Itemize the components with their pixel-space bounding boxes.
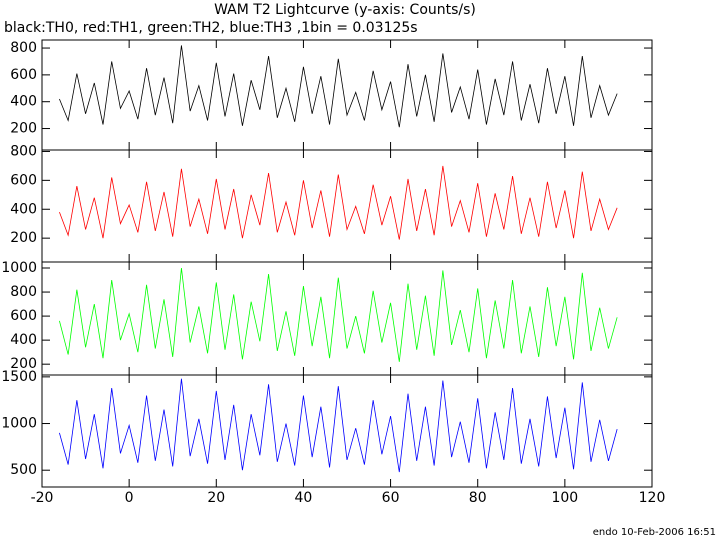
y-tick-label: 200	[10, 121, 37, 137]
x-tick-label: 100	[551, 490, 578, 506]
line	[59, 378, 618, 473]
y-tick-label: 400	[10, 332, 37, 348]
x-tick-label: 60	[382, 490, 400, 506]
y-tick-label: 400	[10, 201, 37, 217]
x-tick-label: 20	[207, 490, 225, 506]
panel-frame	[41, 374, 653, 488]
chart-title: WAM T2 Lightcurve (y-axis: Counts/s)	[214, 2, 476, 18]
line	[59, 165, 618, 240]
y-tick-label: 200	[10, 230, 37, 246]
y-tick-label: 500	[10, 462, 37, 478]
panel-frame	[41, 149, 653, 263]
x-tick-label: -20	[31, 490, 54, 506]
y-tick-label: 800	[10, 284, 37, 300]
x-tick-label: 80	[469, 490, 487, 506]
y-tick-label: 600	[10, 308, 37, 324]
y-tick-label: 600	[10, 67, 37, 83]
x-tick-label: 0	[125, 490, 134, 506]
y-tick-label: 600	[10, 172, 37, 188]
footer: endo 10-Feb-2006 16:51	[593, 527, 716, 538]
y-tick-label: 200	[10, 356, 37, 372]
line	[59, 267, 618, 362]
x-tick-label: 120	[639, 490, 666, 506]
y-tick-label: 400	[10, 94, 37, 110]
y-tick-label: 800	[10, 40, 37, 56]
y-tick-label: 800	[10, 143, 37, 159]
y-tick-label: 1000	[1, 416, 37, 432]
panel-frame	[41, 261, 653, 376]
y-tick-label: 1500	[1, 369, 37, 385]
y-tick-label: 1000	[1, 260, 37, 276]
chart-subtitle: black:TH0, red:TH1, green:TH2, blue:TH3 …	[4, 20, 418, 36]
x-tick-label: 40	[295, 490, 313, 506]
line	[59, 45, 618, 128]
